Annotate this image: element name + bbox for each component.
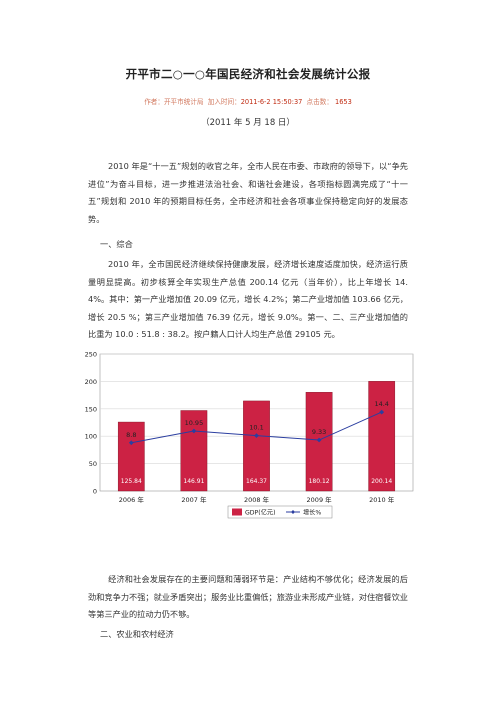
bar-value-label: 180.12 xyxy=(309,478,330,485)
page-title: 开平市二○一○年国民经济和社会发展统计公报 xyxy=(125,67,371,81)
line-value-label: 10.1 xyxy=(249,424,263,432)
bar-gdp xyxy=(180,410,208,492)
intro-paragraph: 2010 年是“十一五”规划的收官之年，全市人民在市委、市政府的领导下，以“争先… xyxy=(88,158,408,228)
intro-text: 2010 年是“十一五”规划的收官之年，全市人民在市委、市政府的领导下，以“争先… xyxy=(88,161,408,224)
problems-text: 经济和社会发展存在的主要问题和薄弱环节是：产业结构不够优化；经济发展的后劲和竞争… xyxy=(88,574,408,619)
legend-marker-growth xyxy=(291,510,295,514)
bar-gdp xyxy=(117,421,145,492)
legend-label-growth: 增长% xyxy=(303,509,321,517)
y-tick-label: 100 xyxy=(85,433,97,441)
clicks-value: 1653 xyxy=(335,98,352,106)
x-tick-label: 2006 年 xyxy=(119,495,145,504)
line-point-growth xyxy=(316,437,322,443)
bar-value-label: 164.37 xyxy=(246,478,267,485)
x-tick-label: 2009 年 xyxy=(307,495,333,504)
line-value-label: 9.33 xyxy=(312,428,326,436)
time-value: 2011-6-2 15:50:37 xyxy=(240,98,303,106)
legend-swatch-gdp xyxy=(232,508,242,516)
author-label: 作者：开平市统计局 xyxy=(144,98,204,106)
bar-gdp xyxy=(243,400,270,492)
y-tick-label: 200 xyxy=(85,378,97,386)
y-tick-label: 0 xyxy=(93,488,97,496)
report-date: （2011 年 5 月 18 日） xyxy=(201,118,295,128)
overview-paragraph: 2010 年，全市国民经济继续保持健康发展，经济增长速度适度加快，经济运行质量明… xyxy=(88,256,408,344)
legend-label-gdp: GDP(亿元) xyxy=(245,509,276,517)
x-tick-label: 2008 年 xyxy=(244,495,270,504)
line-value-label: 14.4 xyxy=(374,400,388,408)
line-point-growth xyxy=(254,433,259,439)
x-tick-label: 2010 年 xyxy=(369,495,395,504)
y-tick-label: 150 xyxy=(85,405,97,413)
y-tick-label: 250 xyxy=(85,351,97,359)
bar-gdp xyxy=(368,381,396,492)
line-value-label: 10.95 xyxy=(185,419,204,427)
line-point-growth xyxy=(191,428,197,434)
line-value-label: 8.8 xyxy=(126,431,136,439)
x-tick-label: 2007 年 xyxy=(181,495,207,504)
legend-box xyxy=(227,505,333,519)
section-heading-overview: 一、综合 xyxy=(100,239,133,249)
gdp-chart: 0 50 100 150 200 250 125.84 146.91 164.37 180.12 2… xyxy=(78,346,418,536)
gdp-chart-svg: 0 50 100 150 200 250 125.84 146.91 164.37 180.12 2… xyxy=(85,351,414,519)
bar-value-label: 200.14 xyxy=(371,478,392,485)
section-heading-agriculture: 二、农业和农村经济 xyxy=(100,629,174,639)
clicks-label: 点击数： xyxy=(306,98,333,106)
article-meta: 作者：开平市统计局 加入时间：2011-6-2 15:50:37 点击数： 16… xyxy=(0,96,496,106)
overview-text: 2010 年，全市国民经济继续保持健康发展，经济增长速度适度加快，经济运行质量明… xyxy=(88,259,408,339)
bar-value-label: 125.84 xyxy=(121,478,142,485)
problems-paragraph: 经济和社会发展存在的主要问题和薄弱环节是：产业结构不够优化；经济发展的后劲和竞争… xyxy=(88,571,408,624)
time-label: 加入时间： xyxy=(207,98,241,106)
line-point-growth xyxy=(379,409,385,415)
y-tick-label: 50 xyxy=(89,460,97,468)
bar-value-label: 146.91 xyxy=(183,478,204,485)
